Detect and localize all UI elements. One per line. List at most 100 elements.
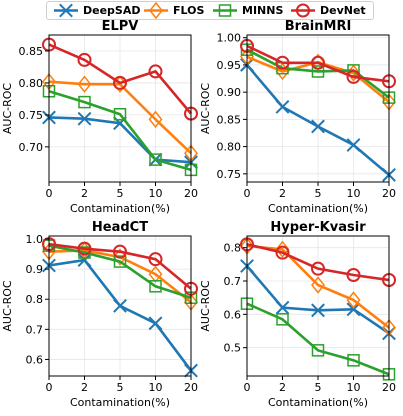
legend-label-minns: MINNS (242, 4, 284, 17)
x-tick-label: 0 (46, 381, 53, 394)
x-axis-label: Contamination(%) (70, 202, 170, 215)
x-axis-label: Contamination(%) (268, 396, 368, 409)
data-point-minns (311, 65, 325, 78)
y-tick-label: 0.6 (26, 353, 44, 366)
y-tick-label: 0.7 (26, 323, 44, 336)
y-tick-label: 0.7 (224, 275, 242, 288)
y-tick-label: 0.75 (19, 109, 44, 122)
data-point-deepsad (311, 119, 325, 134)
y-tick-label: 0.80 (217, 141, 242, 154)
data-point-devnet (275, 245, 290, 260)
data-point-flos (148, 265, 163, 283)
x-tick-label: 2 (81, 187, 88, 200)
legend-label-deepsad: DeepSAD (83, 4, 141, 17)
data-point-devnet (148, 252, 163, 267)
x-tick-label: 10 (149, 381, 163, 394)
data-point-devnet (77, 241, 92, 256)
x-tick-label: 0 (244, 381, 251, 394)
data-point-devnet (77, 52, 92, 67)
x-tick-label: 20 (184, 187, 198, 200)
x-tick-label: 10 (347, 187, 361, 200)
series-line-minns (48, 90, 192, 172)
x-tick-label: 20 (382, 187, 396, 200)
y-tick-label: 1.0 (26, 233, 44, 246)
series-line-minns (246, 302, 390, 376)
legend-marker-minns (213, 4, 237, 17)
legend-item-devnet: DevNet (290, 2, 366, 19)
data-point-minns (276, 313, 289, 326)
x-tick-label: 10 (149, 187, 163, 200)
y-tick-label: 1.00 (217, 32, 242, 45)
data-point-minns (149, 280, 162, 293)
y-tick-label: 0.5 (224, 342, 242, 355)
y-tick-label: 0.85 (19, 45, 44, 58)
data-point-flos (346, 291, 361, 309)
x-tick-label: 0 (244, 187, 251, 200)
y-axis-label: AUC-ROC (199, 280, 212, 332)
legend-item-flos: FLOS (143, 2, 204, 19)
x-tick-label: 2 (279, 187, 286, 200)
x-tick-label: 5 (117, 381, 124, 394)
legend-label-devnet: DevNet (320, 4, 366, 17)
x-axis-label: Contamination(%) (268, 202, 368, 215)
data-point-flos (275, 240, 290, 259)
series-line-flos (246, 244, 390, 329)
legend: DeepSAD FLOS MINNS DevNet (46, 1, 374, 20)
series-line-devnet (246, 44, 390, 83)
legend-marker-deepsad (54, 3, 78, 18)
x-tick-label: 2 (279, 381, 286, 394)
data-point-devnet (113, 244, 127, 259)
data-point-deepsad (275, 99, 290, 114)
y-tick-label: 0.75 (217, 168, 242, 181)
data-point-flos (113, 248, 127, 266)
data-point-devnet (148, 64, 163, 79)
data-point-devnet (113, 75, 127, 90)
data-point-minns (113, 108, 127, 121)
legend-marker-symbol (218, 4, 232, 17)
legend-item-minns: MINNS (212, 2, 283, 19)
data-point-flos (148, 110, 163, 129)
y-axis-label: AUC-ROC (199, 83, 212, 135)
data-point-deepsad (77, 111, 92, 126)
x-tick-label: 5 (315, 187, 322, 200)
legend-marker-symbol (296, 3, 310, 18)
data-point-flos (311, 276, 325, 294)
y-tick-label: 0.6 (224, 308, 242, 321)
x-axis-label: Contamination(%) (70, 396, 170, 409)
chart-brainmri: 0 2 5 10 20 0.75 0.80 0.85 0.90 0.95 1.00 BrainMRI C… (199, 19, 396, 215)
legend-marker-devnet (291, 3, 315, 18)
data-point-deepsad (77, 253, 92, 267)
data-point-deepsad (311, 303, 325, 318)
data-point-deepsad (275, 300, 290, 315)
data-point-devnet (346, 268, 361, 282)
series-line-devnet (48, 242, 192, 290)
x-tick-label: 20 (382, 381, 396, 394)
y-axis-label: AUC-ROC (1, 83, 14, 135)
y-axis-label: AUC-ROC (1, 280, 14, 332)
y-tick-label: 0.80 (19, 77, 44, 90)
series-line-devnet (246, 243, 390, 282)
chart-headct: 0 2 5 10 20 0.6 0.7 0.8 0.9 1.0 HeadCT Contaminatio… (1, 220, 198, 409)
series-line-minns (48, 244, 192, 299)
y-tick-label: 0.85 (217, 113, 242, 126)
chart-title: BrainMRI (285, 19, 352, 34)
data-point-minns (149, 153, 162, 166)
data-point-devnet (311, 261, 325, 276)
chart-title: Hyper-Kvasir (270, 220, 366, 235)
legend-label-flos: FLOS (173, 4, 205, 17)
y-tick-label: 0.8 (224, 242, 242, 255)
data-point-deepsad (148, 316, 163, 331)
y-tick-label: 0.70 (19, 141, 44, 154)
data-point-flos (77, 75, 92, 93)
x-tick-label: 20 (184, 381, 198, 394)
legend-item-deepsad: DeepSAD (53, 2, 141, 19)
x-tick-label: 5 (117, 187, 124, 200)
x-tick-label: 0 (46, 187, 53, 200)
data-point-devnet (275, 55, 290, 70)
chart-elpv: 0 2 5 10 20 0.70 0.75 0.80 0.85 ELPV Contamination… (1, 19, 198, 215)
chart-title: HeadCT (92, 220, 148, 235)
x-tick-label: 5 (315, 381, 322, 394)
data-point-deepsad (113, 298, 127, 313)
data-point-minns (113, 255, 127, 268)
